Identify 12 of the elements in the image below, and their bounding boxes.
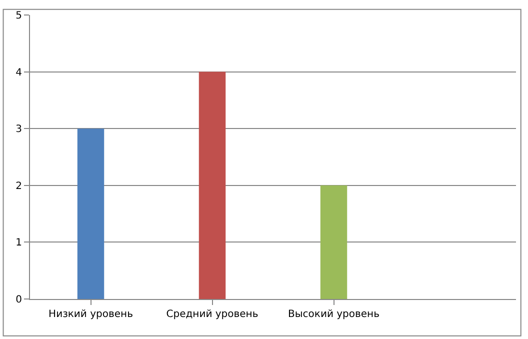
y-tick-label: 3 <box>16 124 22 136</box>
y-tick-label: 0 <box>16 294 22 306</box>
x-tick-label: Средний уровень <box>166 309 258 320</box>
bar <box>320 185 348 299</box>
y-tick-label: 4 <box>16 67 22 78</box>
x-tick-label: Низкий уровень <box>48 309 134 320</box>
bar <box>77 128 104 299</box>
y-tick-label: 1 <box>16 238 22 249</box>
bar <box>198 72 226 299</box>
y-tick-label: 2 <box>16 180 22 192</box>
x-tick-label: Высокий уровень <box>288 309 380 320</box>
y-tick-label: 5 <box>16 10 22 22</box>
